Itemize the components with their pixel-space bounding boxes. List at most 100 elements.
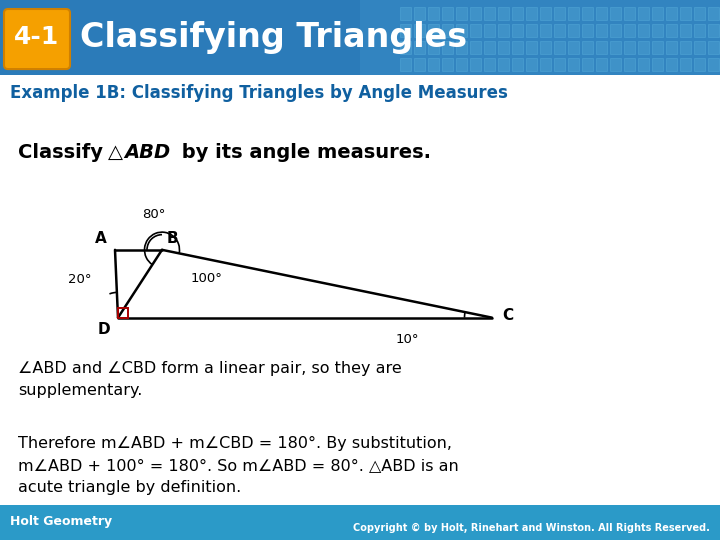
- Bar: [596, 41, 607, 54]
- Text: 4-1: 4-1: [14, 25, 60, 49]
- Bar: [638, 24, 649, 37]
- Bar: [568, 58, 579, 71]
- Bar: [400, 41, 411, 54]
- Bar: [456, 24, 467, 37]
- Bar: [708, 58, 719, 71]
- Bar: [526, 41, 537, 54]
- Bar: [498, 24, 509, 37]
- Bar: [554, 24, 565, 37]
- Bar: [512, 24, 523, 37]
- Bar: [624, 58, 635, 71]
- Text: Copyright © by Holt, Rinehart and Winston. All Rights Reserved.: Copyright © by Holt, Rinehart and Winsto…: [353, 523, 710, 533]
- Bar: [666, 41, 677, 54]
- Bar: [694, 24, 705, 37]
- Bar: [540, 58, 551, 71]
- Bar: [596, 24, 607, 37]
- Bar: [652, 24, 663, 37]
- Text: ABD: ABD: [124, 143, 170, 162]
- Bar: [638, 7, 649, 20]
- Bar: [498, 58, 509, 71]
- FancyBboxPatch shape: [4, 9, 70, 69]
- Bar: [484, 24, 495, 37]
- Text: Classify: Classify: [18, 143, 109, 162]
- Text: Classifying Triangles: Classifying Triangles: [80, 21, 467, 53]
- Bar: [652, 58, 663, 71]
- Bar: [568, 41, 579, 54]
- Bar: [554, 41, 565, 54]
- Bar: [526, 7, 537, 20]
- Bar: [540, 41, 551, 54]
- Text: 100°: 100°: [191, 272, 223, 285]
- Bar: [610, 7, 621, 20]
- Bar: [568, 7, 579, 20]
- Bar: [554, 58, 565, 71]
- Bar: [708, 41, 719, 54]
- Bar: [680, 58, 691, 71]
- Bar: [694, 58, 705, 71]
- Bar: [400, 24, 411, 37]
- Bar: [442, 7, 453, 20]
- Bar: [680, 7, 691, 20]
- Text: 80°: 80°: [143, 208, 166, 221]
- Bar: [498, 7, 509, 20]
- Bar: [638, 58, 649, 71]
- Bar: [484, 41, 495, 54]
- Bar: [694, 41, 705, 54]
- Bar: [414, 24, 425, 37]
- Bar: [428, 41, 439, 54]
- Bar: [118, 308, 128, 318]
- Text: △: △: [108, 143, 123, 162]
- Bar: [596, 7, 607, 20]
- Bar: [540, 7, 551, 20]
- Bar: [582, 7, 593, 20]
- Bar: [428, 58, 439, 71]
- Bar: [512, 58, 523, 71]
- Text: B: B: [166, 231, 178, 246]
- Bar: [596, 58, 607, 71]
- Bar: [442, 41, 453, 54]
- Bar: [456, 58, 467, 71]
- Bar: [568, 24, 579, 37]
- Bar: [708, 7, 719, 20]
- Text: A: A: [95, 231, 107, 246]
- Bar: [666, 24, 677, 37]
- Bar: [360, 0, 720, 75]
- Bar: [470, 7, 481, 20]
- Text: D: D: [98, 322, 110, 337]
- Bar: [512, 41, 523, 54]
- Bar: [470, 41, 481, 54]
- Bar: [456, 41, 467, 54]
- Bar: [442, 24, 453, 37]
- Bar: [456, 7, 467, 20]
- Text: by its angle measures.: by its angle measures.: [175, 143, 431, 162]
- Bar: [680, 41, 691, 54]
- Bar: [470, 58, 481, 71]
- Bar: [666, 58, 677, 71]
- Bar: [442, 58, 453, 71]
- Text: C: C: [503, 308, 513, 323]
- Bar: [540, 24, 551, 37]
- Bar: [652, 41, 663, 54]
- Bar: [708, 24, 719, 37]
- Bar: [610, 24, 621, 37]
- Text: 20°: 20°: [68, 273, 91, 286]
- Text: Holt Geometry: Holt Geometry: [10, 516, 112, 529]
- Bar: [414, 7, 425, 20]
- Bar: [610, 58, 621, 71]
- Bar: [582, 41, 593, 54]
- Bar: [400, 7, 411, 20]
- Bar: [680, 24, 691, 37]
- Bar: [414, 58, 425, 71]
- Bar: [554, 7, 565, 20]
- Bar: [624, 41, 635, 54]
- Bar: [512, 7, 523, 20]
- Bar: [526, 58, 537, 71]
- Bar: [582, 58, 593, 71]
- Text: 10°: 10°: [395, 333, 419, 347]
- Bar: [694, 7, 705, 20]
- Bar: [428, 7, 439, 20]
- Bar: [638, 41, 649, 54]
- Bar: [666, 7, 677, 20]
- Bar: [484, 58, 495, 71]
- Bar: [526, 24, 537, 37]
